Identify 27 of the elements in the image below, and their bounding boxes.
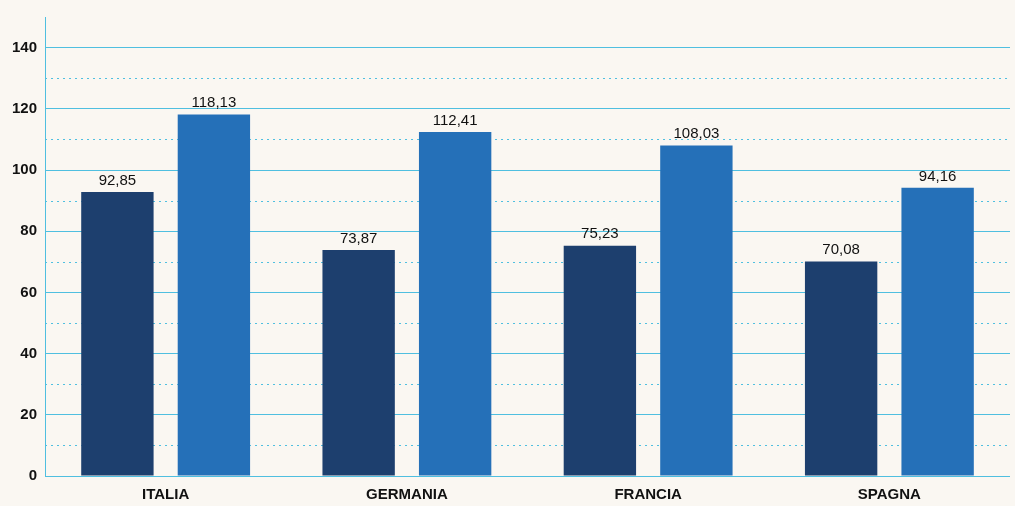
y-tick-label: 120 (12, 98, 38, 116)
data-label: 112,41 (432, 110, 478, 128)
data-label: 73,87 (339, 228, 378, 246)
y-tick-label: 80 (20, 221, 38, 239)
y-tick-label: 100 (12, 160, 38, 178)
bar (81, 191, 154, 476)
bar (418, 132, 492, 476)
data-label: 94,16 (918, 166, 957, 184)
y-tick-label: 40 (20, 343, 38, 361)
y-tick-label: 60 (20, 282, 38, 300)
data-label: 70,08 (822, 240, 860, 258)
data-label: 92,85 (98, 170, 137, 188)
x-tick-label: GERMANIA (366, 485, 448, 503)
x-tick-label: FRANCIA (614, 485, 683, 503)
x-tick-label: ITALIA (142, 485, 190, 503)
y-tick-label: 140 (12, 37, 38, 55)
y-tick-label: 20 (20, 404, 38, 422)
bar (660, 145, 733, 476)
bar (563, 245, 637, 476)
data-label: 108,03 (673, 124, 720, 142)
bar (177, 114, 251, 476)
bar (901, 187, 974, 476)
data-label: 118,13 (191, 93, 237, 111)
bar (804, 261, 878, 476)
x-tick-label: SPAGNA (857, 485, 922, 503)
y-tick-label: 0 (28, 466, 38, 484)
bar (322, 249, 395, 476)
